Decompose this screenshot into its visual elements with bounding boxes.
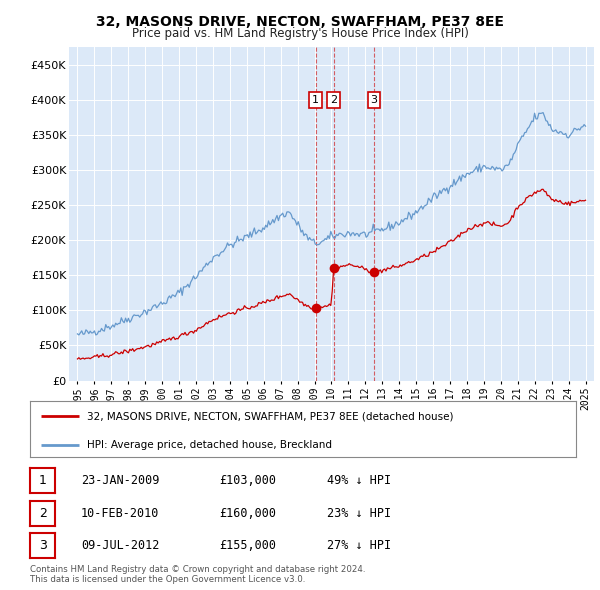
- Text: 3: 3: [38, 539, 47, 552]
- Text: 1: 1: [312, 95, 319, 105]
- Text: £103,000: £103,000: [219, 474, 276, 487]
- Text: 32, MASONS DRIVE, NECTON, SWAFFHAM, PE37 8EE: 32, MASONS DRIVE, NECTON, SWAFFHAM, PE37…: [96, 15, 504, 29]
- Text: 09-JUL-2012: 09-JUL-2012: [81, 539, 160, 552]
- Text: 1: 1: [38, 474, 47, 487]
- Text: Contains HM Land Registry data © Crown copyright and database right 2024.: Contains HM Land Registry data © Crown c…: [30, 565, 365, 574]
- Text: HPI: Average price, detached house, Breckland: HPI: Average price, detached house, Brec…: [88, 440, 332, 450]
- Text: 32, MASONS DRIVE, NECTON, SWAFFHAM, PE37 8EE (detached house): 32, MASONS DRIVE, NECTON, SWAFFHAM, PE37…: [88, 411, 454, 421]
- Text: 23-JAN-2009: 23-JAN-2009: [81, 474, 160, 487]
- Text: Price paid vs. HM Land Registry's House Price Index (HPI): Price paid vs. HM Land Registry's House …: [131, 27, 469, 40]
- Text: £160,000: £160,000: [219, 507, 276, 520]
- Text: This data is licensed under the Open Government Licence v3.0.: This data is licensed under the Open Gov…: [30, 575, 305, 584]
- Text: 2: 2: [330, 95, 337, 105]
- Text: 10-FEB-2010: 10-FEB-2010: [81, 507, 160, 520]
- Text: 23% ↓ HPI: 23% ↓ HPI: [327, 507, 391, 520]
- Text: 27% ↓ HPI: 27% ↓ HPI: [327, 539, 391, 552]
- Text: 2: 2: [38, 507, 47, 520]
- Text: 3: 3: [371, 95, 377, 105]
- Text: 49% ↓ HPI: 49% ↓ HPI: [327, 474, 391, 487]
- Text: £155,000: £155,000: [219, 539, 276, 552]
